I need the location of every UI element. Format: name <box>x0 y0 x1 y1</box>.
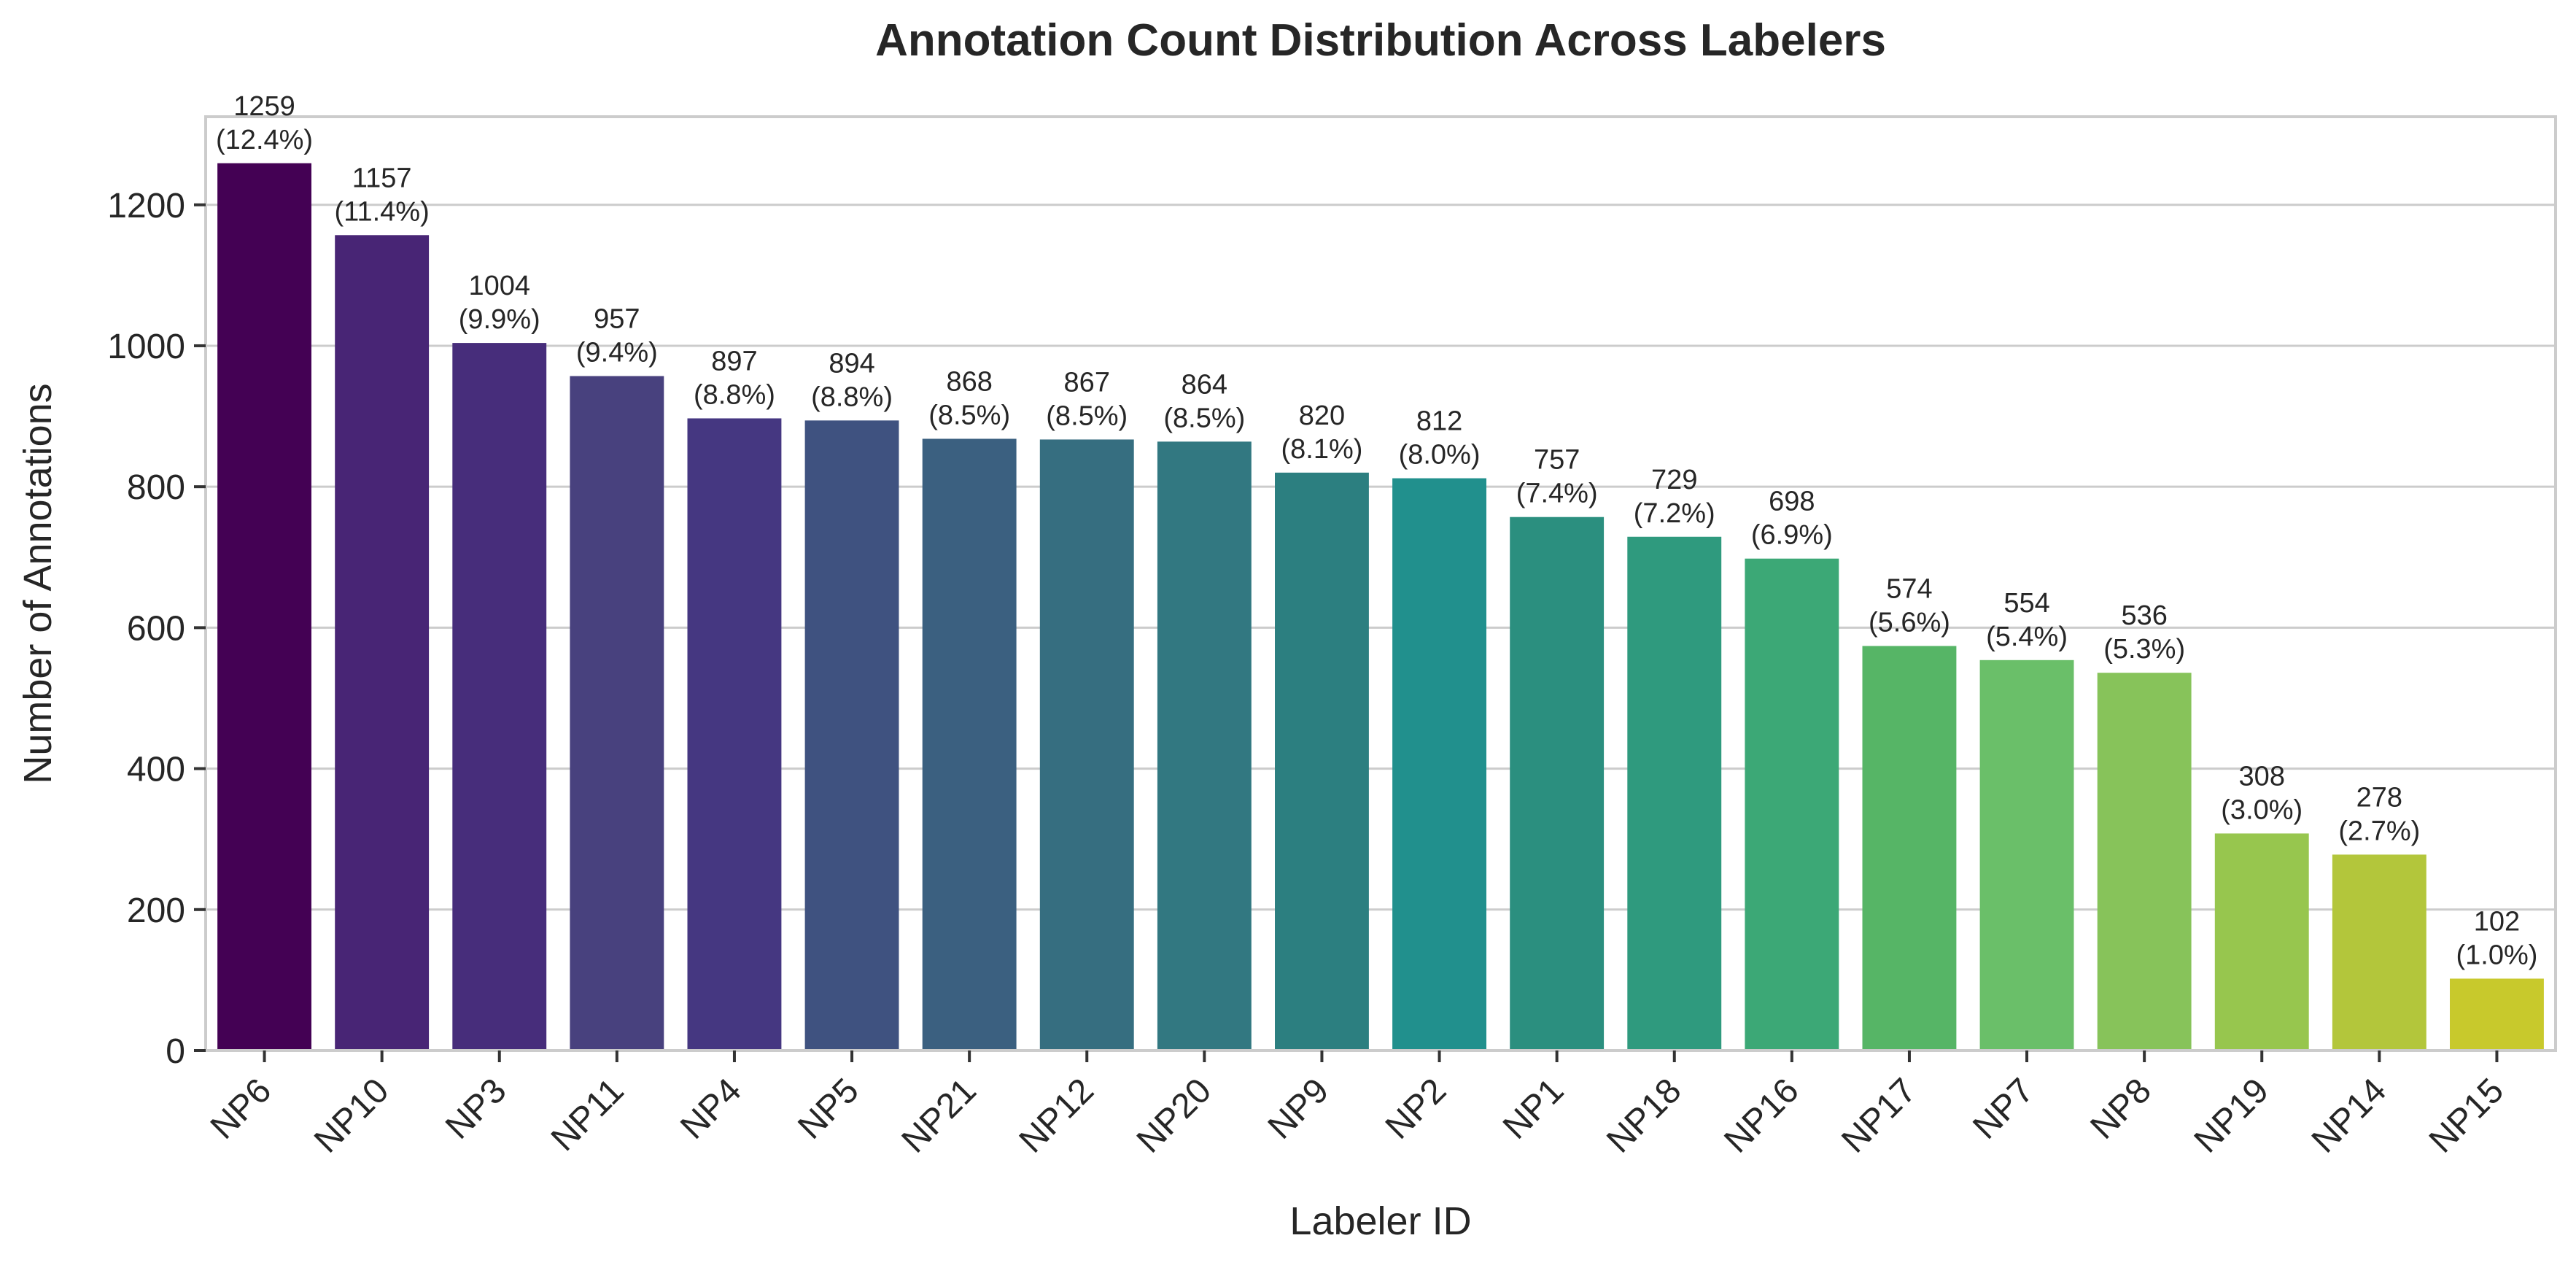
bar-percent-label: (8.1%) <box>1281 434 1362 465</box>
bar-value-label: 1004 <box>468 271 530 301</box>
bar-percent-label: (8.5%) <box>1163 403 1245 433</box>
bar <box>2214 833 2309 1051</box>
bar-value-label: 957 <box>594 304 640 335</box>
x-tick-label: NP15 <box>2422 1071 2511 1160</box>
bar-percent-label: (7.2%) <box>1634 498 1715 529</box>
bar-percent-label: (8.5%) <box>928 400 1010 430</box>
bar-value-label: 812 <box>1416 406 1462 437</box>
x-axis-ticks: NP6 NP10 NP3 NP11 NP4 NP5 NP21 NP12 NP20 NP9 NP2 NP… <box>203 1051 2511 1161</box>
x-tick-label: NP11 <box>544 1071 632 1158</box>
y-tick-label: 200 <box>127 891 185 930</box>
bar-value-label: 820 <box>1299 401 1345 431</box>
bars <box>217 163 2544 1051</box>
bar-percent-label: (1.0%) <box>2456 940 2537 970</box>
x-tick-label: NP10 <box>307 1071 396 1160</box>
bar-value-label: 894 <box>829 348 874 379</box>
x-tick-label: NP20 <box>1130 1071 1219 1160</box>
x-tick-label: NP7 <box>1966 1071 2041 1147</box>
plot-frame <box>204 115 2557 1052</box>
bar <box>1979 659 2074 1051</box>
bar-percent-label: (9.9%) <box>459 304 540 335</box>
bar-percent-label: (6.9%) <box>1751 520 1833 551</box>
bar-value-label: 897 <box>711 346 757 376</box>
x-tick-label: NP8 <box>2083 1071 2159 1147</box>
bar <box>570 376 664 1051</box>
bar-percent-label: (5.3%) <box>2103 634 2185 665</box>
bar-percent-label: (8.5%) <box>1046 401 1128 431</box>
bar-percent-label: (3.0%) <box>2221 794 2303 825</box>
x-tick-label: NP18 <box>1599 1071 1688 1160</box>
bar-value-label: 867 <box>1064 367 1110 398</box>
x-tick-label: NP6 <box>203 1071 279 1147</box>
x-tick-label: NP14 <box>2305 1071 2394 1160</box>
bar-value-label: 554 <box>2003 588 2049 619</box>
bar <box>1275 472 1369 1051</box>
bar <box>2450 978 2544 1051</box>
bar <box>1627 536 1722 1051</box>
bar-percent-label: (9.4%) <box>576 338 658 368</box>
bar-value-label: 729 <box>1651 465 1697 495</box>
y-tick-label: 800 <box>127 468 185 507</box>
bar <box>804 420 899 1051</box>
y-tick-label: 1200 <box>107 187 185 225</box>
bar-value-label: 308 <box>2239 761 2285 792</box>
bar-percent-label: (8.8%) <box>811 382 893 412</box>
x-tick-label: NP16 <box>1717 1071 1806 1160</box>
bar <box>1510 517 1605 1051</box>
bar <box>1745 558 1839 1051</box>
y-tick-label: 600 <box>127 609 185 648</box>
x-tick-label: NP1 <box>1496 1071 1572 1147</box>
bar-value-label: 536 <box>2121 600 2167 631</box>
y-tick-label: 1000 <box>107 328 185 366</box>
bar-value-label: 574 <box>1886 573 1932 604</box>
data-labels: 1259(12.4%) 1157(11.4%) 1004(9.9%) 957(9.4%… <box>216 91 2537 971</box>
bar-value-label: 278 <box>2356 782 2402 813</box>
x-tick-label: NP2 <box>1378 1071 1454 1147</box>
y-axis-label: Number of Annotations <box>16 383 60 784</box>
x-tick-label: NP19 <box>2187 1071 2276 1160</box>
bar-percent-label: (11.4%) <box>335 196 430 227</box>
x-tick-label: NP9 <box>1261 1071 1337 1147</box>
x-tick-label: NP5 <box>791 1071 866 1147</box>
x-tick-label: NP17 <box>1834 1071 1923 1160</box>
bar-value-label: 1157 <box>352 163 412 193</box>
bar <box>2097 673 2192 1051</box>
x-tick-label: NP3 <box>438 1071 514 1147</box>
bar <box>1862 646 1957 1051</box>
bar-value-label: 757 <box>1534 445 1580 476</box>
chart-title: Annotation Count Distribution Across Lab… <box>875 15 1886 66</box>
x-tick-label: NP12 <box>1012 1071 1101 1160</box>
y-axis-ticks: 0 200 400 600 800 1000 1200 <box>107 187 206 1071</box>
bar <box>1392 478 1486 1051</box>
bar-value-label: 864 <box>1182 369 1227 400</box>
bar-percent-label: (7.4%) <box>1516 479 1598 509</box>
x-tick-label: NP4 <box>673 1071 749 1147</box>
bar-percent-label: (8.0%) <box>1399 440 1481 471</box>
bar <box>922 438 1017 1051</box>
x-tick-label: NP21 <box>895 1071 984 1160</box>
bar <box>2332 854 2426 1051</box>
x-axis-label: Labeler ID <box>1289 1199 1471 1243</box>
bar-percent-label: (2.7%) <box>2338 816 2420 846</box>
bar-value-label: 868 <box>946 366 992 397</box>
bar <box>1039 439 1134 1051</box>
bar-percent-label: (8.8%) <box>694 379 775 410</box>
bar-value-label: 1259 <box>233 91 295 122</box>
bar <box>217 163 311 1051</box>
bar <box>687 418 782 1051</box>
gridlines <box>206 204 2556 1052</box>
y-tick-label: 400 <box>127 751 185 789</box>
bar <box>1157 441 1252 1051</box>
bar-percent-label: (5.6%) <box>1869 607 1950 638</box>
bar <box>335 235 430 1051</box>
bar-percent-label: (12.4%) <box>216 125 313 155</box>
bar-value-label: 102 <box>2474 906 2520 937</box>
bar-percent-label: (5.4%) <box>1986 622 2068 652</box>
bar <box>452 343 547 1051</box>
bar-value-label: 698 <box>1769 487 1815 517</box>
y-tick-label: 0 <box>166 1032 185 1071</box>
